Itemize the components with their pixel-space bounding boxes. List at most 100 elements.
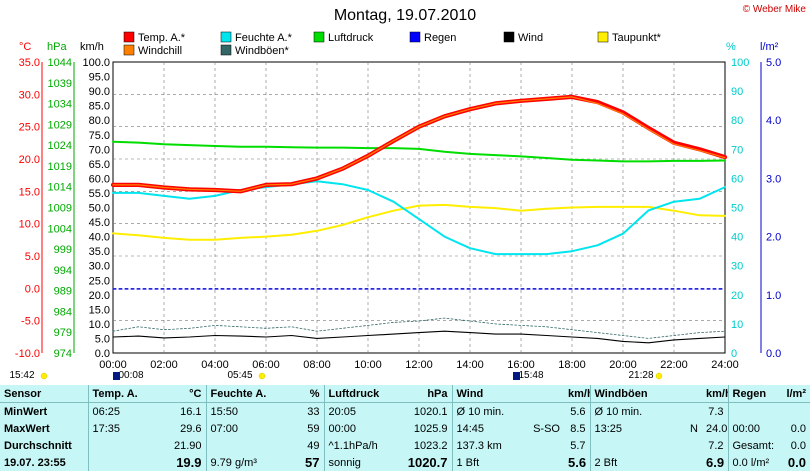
stats-cell: 00:00 [323,420,392,437]
stats-cell: 07:00 [205,420,268,437]
stats-header-wind: Wind [451,385,514,403]
wind-tick-label: 90.0 [89,86,110,98]
event-time-label: 21:28 [628,370,653,381]
stats-cell: 5.6 [568,455,587,470]
stats-cell: 20:05 [323,402,392,420]
legend-label: Windchill [138,45,182,57]
sun-marker [40,372,48,380]
sun-marker [258,372,266,380]
stats-cell: 0.0 l/m² [727,454,776,471]
stats-cell: 17:35 [87,420,150,437]
rain-tick-label: 5.0 [766,57,781,69]
wind-tick-label: 20.0 [89,290,110,302]
axis-unit-humidity: % [726,41,736,53]
pressure-tick-label: 974 [54,348,72,360]
stats-header-rain: Regen [727,385,776,403]
temp-tick-label: 0.0 [25,283,40,295]
temp-tick-label: 20.0 [19,154,40,166]
stats-header-gust-unit: km/h [702,385,728,403]
legend-swatch [503,31,515,43]
humidity-tick-label: 0 [731,348,737,360]
x-tick-label: 18:00 [558,359,586,371]
axis-unit-wind: km/h [80,41,104,53]
pressure-tick-label: 1019 [48,161,72,173]
stats-header-press: Luftdruck [323,385,392,403]
temp-tick-label: 35.0 [19,57,40,69]
stats-cell: 14:45 [451,420,514,437]
series-line-windb-en [112,317,726,339]
moon-marker [513,372,520,380]
weather-chart: Montag, 19.07.2010 © Weber Mike Temp. A.* F… [9,4,807,381]
stats-cell: 5.7 [570,439,586,452]
legend-label: Wind [518,32,543,44]
wind-tick-label: 100.0 [82,57,110,69]
legend-swatch [123,31,135,43]
series-line-wind [112,330,726,344]
x-tick-label: 10:00 [354,359,382,371]
pressure-tick-label: 1044 [48,57,72,69]
humidity-tick-label: 40 [731,232,743,244]
event-time-label: 15:42 [9,370,34,381]
stats-header-temp: Temp. A. [87,385,150,403]
legend-label: Temp. A.* [138,32,186,44]
x-tick-label: 12:00 [405,359,433,371]
series-line-feuchte-a [112,180,726,256]
credit-text: © Weber Mike [743,4,807,15]
humidity-tick-label: 20 [731,290,743,302]
legend-label: Feuchte A.* [235,32,293,44]
event-time-label: 00:08 [118,370,143,381]
wind-tick-label: 45.0 [89,217,110,229]
stats-cell [87,454,150,471]
stats-cell: 13:25 [589,420,652,437]
wind-tick-label: 60.0 [89,173,110,185]
series-line-windchill [112,96,726,192]
rain-tick-label: 0.0 [766,348,781,360]
stats-cell: 59 [307,422,320,435]
stats-cell: sonnig [323,454,392,471]
legend-swatch [123,44,135,56]
rain-tick-label: 2.0 [766,232,781,244]
stats-cell: 1025.9 [413,422,448,435]
stats-cell: 137.3 km [451,437,514,454]
wind-tick-label: 80.0 [89,115,110,127]
stats-cell: 16.1 [180,405,202,418]
pressure-tick-label: 1029 [48,119,72,131]
x-tick-label: 14:00 [456,359,484,371]
stats-header-sensor: Sensor [0,385,88,403]
chart-title: Montag, 19.07.2010 [334,7,476,24]
temp-tick-label: 25.0 [19,122,40,134]
stats-header-hum-unit: % [268,385,324,403]
legend-swatch [220,31,232,43]
stats-cell [727,402,776,420]
wind-tick-label: 15.0 [89,304,110,316]
stats-header-rain-unit: l/m² [776,385,810,403]
rain-tick-label: 4.0 [766,115,781,127]
legend-swatch [409,31,421,43]
pressure-tick-label: 1014 [48,182,72,194]
stats-header-wind-unit: km/h [564,385,590,403]
x-tick-label: 20:00 [609,359,637,371]
rain-tick-label: 3.0 [766,173,781,185]
humidity-tick-label: 30 [731,261,743,273]
pressure-tick-label: 984 [54,306,72,318]
stats-cell: 0.0 [787,455,806,470]
legend-swatch [597,31,609,43]
pressure-tick-label: 1009 [48,203,72,215]
stats-cell: 29.6 [180,422,202,435]
x-tick-label: 16:00 [507,359,535,371]
wind-tick-label: 55.0 [89,188,110,200]
pressure-tick-label: 989 [54,286,72,298]
event-time-label: 15:48 [518,370,543,381]
series-line-taupunkt [112,203,726,241]
legend-label: Taupunkt* [612,32,662,44]
humidity-tick-label: 60 [731,173,743,185]
stats-row-label: Durchschnitt [4,439,72,452]
x-tick-label: 04:00 [201,359,229,371]
stats-row-label: MaxWert [4,422,50,435]
moon-marker [113,372,120,380]
wind-tick-label: 25.0 [89,275,110,287]
chart-svg: Montag, 19.07.2010 © Weber Mike Temp. A.* F… [9,4,807,381]
stats-header-temp-unit: °C [150,385,206,403]
stats-cell: 7.3 [708,405,724,418]
stats-cell: 24.0 [706,422,728,435]
